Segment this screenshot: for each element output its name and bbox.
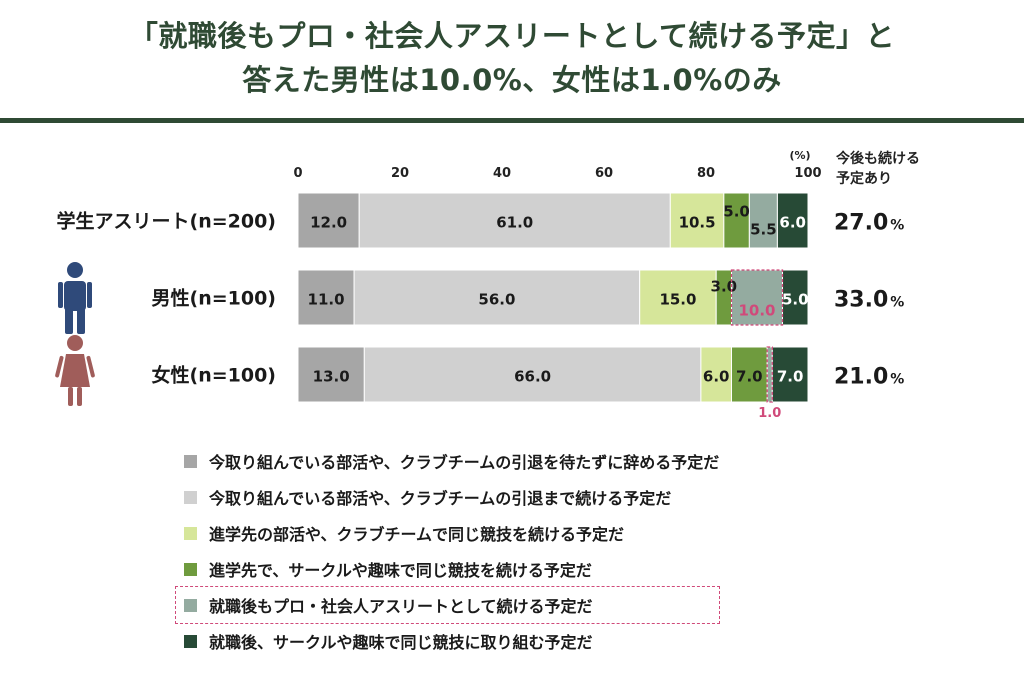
bar-segment [297,192,360,249]
title-line-1: 「就職後もプロ・社会人アスリートとして続ける予定」と [128,19,896,53]
legend-item: 今取り組んでいる部活や、クラブチームの引退まで続ける予定だ [176,479,719,515]
side-value-number: 21.0 [834,365,888,390]
side-value-number: 27.0 [834,211,888,236]
icon-leg [77,387,82,406]
legend-item: 進学先で、サークルや趣味で同じ競技を続ける予定だ [176,551,719,587]
bar-segment [639,269,717,326]
legend-label: 就職後、サークルや趣味で同じ競技に取り組む予定だ [209,633,593,652]
legend-item: 進学先の部活や、クラブチームで同じ競技を続ける予定だ [176,515,719,551]
bar-value-label: 12.0 [310,214,347,232]
icon-leg [77,308,85,334]
bar-segment [353,269,641,326]
bar-value-label: 5.0 [782,291,809,309]
category-label: 男性(n=100) [152,287,276,310]
x-tick-label: 100 [794,166,821,181]
bar-segment [297,269,355,326]
x-tick-label: 0 [293,166,302,181]
legend-label: 今取り組んでいる部活や、クラブチームの引退まで続ける予定だ [209,489,672,508]
icon-arm [87,282,92,308]
bar-value-label: 7.0 [736,368,763,386]
icon-arm [55,355,64,378]
legend-label: 今取り組んでいる部活や、クラブチームの引退を待たずに辞める予定だ [209,453,720,472]
side-value: 33.0% [834,288,904,313]
legend-swatch [184,598,197,612]
x-tick-label: 60 [595,166,613,181]
bar-value-label: 15.0 [659,291,696,309]
icon-dress [60,354,90,387]
chart-legend: 今取り組んでいる部活や、クラブチームの引退を待たずに辞める予定だ 今取り組んでいる… [174,443,721,659]
legend-item: 就職後もプロ・社会人アスリートとして続ける予定だ [174,586,721,624]
legend-swatch [184,526,197,540]
legend-swatch [184,562,197,576]
bar-value-label: 13.0 [313,368,350,386]
legend-swatch [184,634,197,648]
bar-value-label: 56.0 [478,291,515,309]
bar-value-label: 6.0 [703,368,730,386]
chart-title: 「就職後もプロ・社会人アスリートとして続ける予定」と 答えた男性は10.0%、女… [0,14,1024,102]
bar-value-label: 11.0 [308,291,345,309]
male-person-icon [58,262,92,334]
side-header-label: 予定あり [836,170,892,187]
legend-item: 今取り組んでいる部活や、クラブチームの引退を待たずに辞める予定だ [176,443,719,479]
category-label: 学生アスリート(n=200) [57,210,276,233]
legend-label: 進学先の部活や、クラブチームで同じ競技を続ける予定だ [209,525,625,544]
bar-segment [358,192,671,249]
icon-leg [65,308,73,334]
bar-segment [771,346,809,403]
side-value-unit: % [890,295,904,311]
female-person-icon [55,335,95,406]
bar-segment [723,192,750,249]
bar-value-label: 66.0 [514,368,551,386]
side-value-number: 33.0 [834,288,888,313]
x-tick-label: 20 [391,166,409,181]
highlight-box [766,346,773,403]
icon-head [67,262,83,278]
legend-swatch [184,490,197,504]
x-tick-label: 80 [697,166,715,181]
x-tick-label: 40 [493,166,511,181]
legend-label: 進学先で、サークルや趣味で同じ競技を続ける予定だ [209,561,592,580]
bar-segment [748,192,778,249]
bar-value-label: 10.0 [738,302,775,320]
title-line-2: 答えた男性は10.0%、女性は1.0%のみ [242,63,782,97]
icon-leg [68,387,73,406]
side-value: 27.0% [834,211,904,236]
bar-segment [782,269,809,326]
bar-segment [700,346,733,403]
unit-label: (%) [789,149,810,162]
bar-value-label: 7.0 [777,368,804,386]
icon-arm [58,282,63,308]
legend-swatch [184,454,197,468]
bar-value-label: 5.0 [723,203,750,221]
icon-torso [64,281,86,311]
side-value-unit: % [890,218,904,234]
icon-arm [86,355,95,378]
side-header-label: 今後も続ける [835,150,920,167]
bar-value-label: 10.5 [679,214,716,232]
bar-segment [766,346,773,403]
bar-segment [669,192,725,249]
highlight-box [730,269,784,326]
side-value-unit: % [890,372,904,388]
legend-label: 就職後もプロ・社会人アスリートとして続ける予定だ [209,597,593,616]
bar-segment [363,346,702,403]
category-label: 女性(n=100) [152,364,276,387]
bar-value-label: 3.0 [711,278,738,296]
side-value: 21.0% [834,365,904,390]
bar-value-label: 5.5 [750,221,777,239]
title-divider [0,118,1024,123]
bar-segment [776,192,809,249]
bar-value-label: 61.0 [496,214,533,232]
bar-segment [731,346,768,403]
bar-segment [297,346,365,403]
bar-value-label: 1.0 [758,406,781,421]
legend-item: 就職後、サークルや趣味で同じ競技に取り組む予定だ [176,623,719,659]
icon-head [67,335,83,351]
bar-value-label: 6.0 [779,214,806,232]
